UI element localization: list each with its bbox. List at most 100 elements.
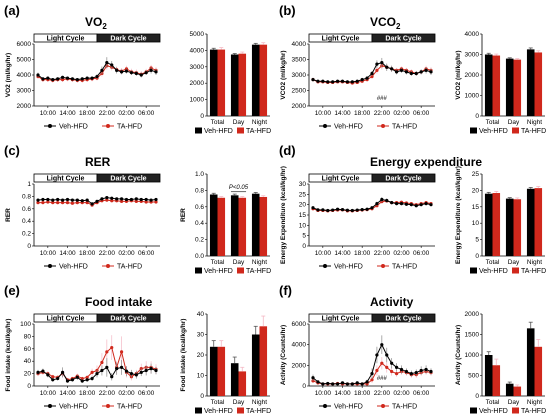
panel-title: Energy expenditure [370,155,482,169]
bar-category-label: Night [252,399,267,406]
ta-bar [259,196,268,256]
veh-bar [209,194,218,256]
bar-legend-veh-label: Veh-HFD [204,268,233,275]
veh-point [139,197,143,202]
dark-cycle-bar [371,33,436,43]
ta-bar [513,199,522,256]
x-tick-label: 02:00 [393,390,410,397]
veh-bar [209,346,218,396]
veh-point [46,197,50,202]
y-tick-label: 2000 [292,362,307,369]
y-tick-label: 0 [27,243,31,250]
legend-ta-label: TA-HFD [117,124,142,131]
veh-point [129,197,134,202]
y-tick-label: 2500 [292,88,307,95]
light-cycle-label: Light Cycle [47,175,85,182]
bar-legend-ta-swatch [237,407,244,414]
light-cycle-label: Light Cycle [322,35,360,42]
ta-point [85,375,89,379]
veh-point [399,367,404,372]
panel-letter: (e) [4,283,20,298]
ta-point [110,199,114,203]
veh-bar [526,328,535,396]
light-cycle-label: Light Cycle [47,35,85,42]
dark-cycle-bar [96,173,161,183]
veh-point [80,199,84,203]
bar-y-tick-label: 5 [475,237,479,244]
legend-ta-marker [106,264,110,268]
ta-point [51,201,55,205]
bar-legend-ta-label: TA-HFD [246,408,271,415]
bar-legend-ta-label: TA-HFD [521,268,546,275]
y-tick-label: 4000 [292,342,307,349]
ta-point [380,361,384,365]
bar-category-label: Night [527,399,542,406]
ta-point [375,368,379,373]
bar-category-label: Total [486,259,500,266]
veh-point [350,208,354,213]
panel-b: (b) VCO2 Light Cycle Dark Cycle 2000 2500 3000… [279,3,546,135]
veh-point [36,198,40,202]
veh-point [115,68,119,72]
ta-point [105,350,109,354]
veh-point [340,208,345,212]
x-tick-label: 10:00 [40,250,57,257]
veh-point [149,198,153,202]
bar-legend-veh-swatch [470,267,477,274]
veh-point [60,370,65,374]
veh-point [311,376,315,380]
veh-point [404,202,409,206]
x-tick-label: 14:00 [59,110,76,117]
veh-point [115,197,119,201]
veh-point [90,76,94,80]
ta-point [154,200,158,204]
ta-bar [217,49,226,116]
ta-point [41,201,45,205]
veh-point [51,198,55,202]
y-tick-label: 60 [24,346,32,353]
bar-y-tick-label: 0 [475,253,479,260]
ta-point [390,369,394,374]
veh-bar [484,54,493,116]
veh-point [365,207,369,211]
veh-point [399,68,404,72]
bar-legend-ta-label: TA-HFD [246,128,271,135]
bar-legend-veh-label: Veh-HFD [479,268,508,275]
bar-y-tick-label: 0 [200,113,204,120]
veh-point [124,197,129,202]
veh-point [90,202,94,206]
bar-y-tick-label: 0.2 [195,237,204,244]
bar-category-label: Total [486,119,500,126]
bar-category-label: Total [486,399,500,406]
x-tick-label: 14:00 [334,250,351,257]
y-tick-label: 0 [302,383,306,390]
veh-point [144,71,148,75]
x-tick-label: 06:00 [413,390,430,397]
bar-category-label: Total [211,119,225,126]
veh-point [70,378,75,382]
bar-legend-ta-label: TA-HFD [521,128,546,135]
veh-point [345,208,350,212]
ta-point [119,350,124,354]
bar-y-axis-label: VCO2 (ml/kg/hr) [455,50,462,99]
veh-point [41,369,45,373]
dark-cycle-bar [371,313,436,323]
bar-category-label: Day [508,259,520,266]
bar-category-label: Day [233,259,245,266]
ta-point [60,78,65,82]
x-tick-label: 10:00 [315,390,332,397]
veh-point [51,378,55,382]
veh-point [370,372,374,376]
bar-category-label: Day [508,119,520,126]
y-tick-label: 30 [299,181,307,188]
legend-veh-marker [323,404,327,408]
y-tick-label: 4000 [292,41,307,48]
panel-title-subscript: 2 [102,22,107,31]
y-tick-label: 0 [27,383,31,390]
bar-legend-ta-label: TA-HFD [521,408,546,415]
veh-bar [526,188,535,256]
veh-point [75,78,79,82]
veh-point [115,367,119,371]
